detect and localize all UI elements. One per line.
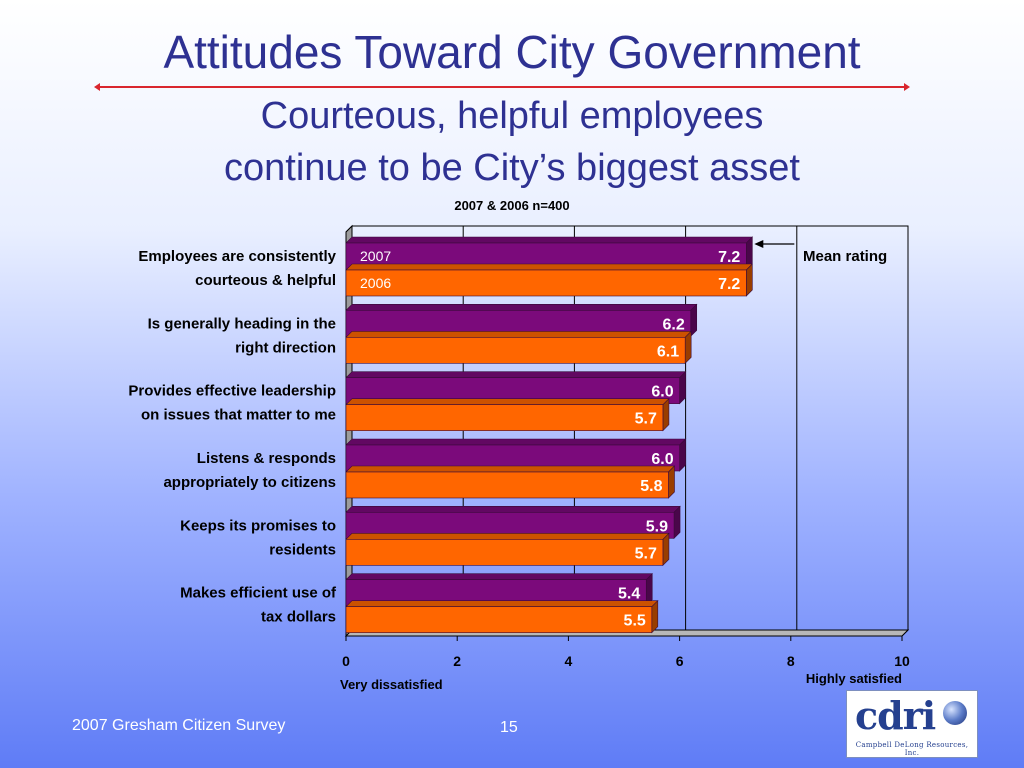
data-label-2007: 6.0 xyxy=(651,384,673,401)
category-label: on issues that matter to me xyxy=(141,407,336,424)
bar-2007-top xyxy=(345,304,698,311)
subtitle-line-1: Courteous, helpful employees xyxy=(260,95,764,137)
bar-2006-top xyxy=(345,465,676,473)
bar-2007-side xyxy=(679,438,686,472)
bar-2006-top xyxy=(345,533,670,540)
bar-2007-top xyxy=(345,236,754,244)
mean-rating-bar-chart: 0 2 4 6 8 10 Very dissatisfied Highly satisfied… xyxy=(128,224,910,692)
bar-2006-top xyxy=(345,398,670,405)
bar-2006-side xyxy=(662,397,670,432)
bar-2006-side xyxy=(668,465,675,499)
category-label: tax dollars xyxy=(261,609,336,626)
data-label-2007: 6.2 xyxy=(662,316,684,333)
sample-size-note: 2007 & 2006 n=400 xyxy=(454,198,570,213)
bar-2007-top xyxy=(345,506,681,513)
cdri-logo: cdri Campbell DeLong Resources, Inc. xyxy=(846,690,978,758)
bar-2007-side xyxy=(690,303,698,338)
bar-2006 xyxy=(345,471,669,499)
category-label: Employees are consistently xyxy=(138,248,336,265)
x-tick-label: 10 xyxy=(894,653,910,669)
x-tick-label: 4 xyxy=(565,653,573,669)
bar-2007-top xyxy=(345,438,687,446)
bar-2006 xyxy=(345,337,686,364)
data-label-2007: 5.4 xyxy=(618,586,640,603)
bar-2006 xyxy=(345,606,653,633)
category-label: courteous & helpful xyxy=(195,272,336,289)
legend-2007: 2007 xyxy=(360,248,391,264)
title-divider xyxy=(94,83,910,91)
bar-2006-top xyxy=(345,263,754,271)
data-label-2007: 6.0 xyxy=(651,451,673,468)
bar-2007-top xyxy=(345,573,653,580)
category-label: Keeps its promises to xyxy=(180,517,336,534)
data-label-2006: 5.7 xyxy=(635,411,657,428)
bar-2006 xyxy=(345,539,664,566)
bar-2006-side xyxy=(662,532,670,567)
bar-2006-top xyxy=(345,331,692,338)
mean-rating-annotation: Mean rating xyxy=(803,248,887,265)
category-label: residents xyxy=(269,541,336,558)
category-label: right direction xyxy=(235,339,336,356)
subtitle-line-2: continue to be City’s biggest asset xyxy=(224,147,800,189)
bar-2006 xyxy=(345,269,747,297)
data-label-2006: 7.2 xyxy=(718,276,740,293)
category-label: Makes efficient use of xyxy=(180,585,337,602)
category-label: appropriately to citizens xyxy=(163,474,336,491)
data-label-2006: 5.8 xyxy=(640,478,662,495)
bar-2006-side xyxy=(684,330,692,365)
annotation-arrowhead xyxy=(754,240,764,248)
bar-2007-side xyxy=(673,505,681,540)
category-label: Provides effective leadership xyxy=(128,383,336,400)
logo-caption: Campbell DeLong Resources, Inc. xyxy=(855,741,969,757)
category-label: Is generally heading in the xyxy=(148,315,336,332)
x-tick-label: 8 xyxy=(787,653,795,669)
bar-2006-side xyxy=(746,263,753,297)
x-axis-high-label: Highly satisfied xyxy=(806,671,902,686)
data-label-2007: 5.9 xyxy=(646,518,668,535)
x-tick-label: 6 xyxy=(676,653,684,669)
data-label-2007: 7.2 xyxy=(718,249,740,266)
page-number: 15 xyxy=(500,719,518,736)
data-label-2006: 6.1 xyxy=(657,343,679,360)
globe-icon xyxy=(943,701,967,725)
logo-wordmark: cdri xyxy=(855,693,936,738)
x-tick-label: 2 xyxy=(453,653,461,669)
bar-2006-side xyxy=(651,599,659,634)
bar-2006 xyxy=(345,404,664,431)
bar-2006-top xyxy=(345,600,659,607)
x-tick-label: 0 xyxy=(342,653,350,669)
bar-2007-top xyxy=(345,371,687,378)
legend-2006: 2006 xyxy=(360,275,391,291)
page-title: Attitudes Toward City Government xyxy=(163,26,861,78)
bar-2007-side xyxy=(679,370,686,405)
category-label: Listens & responds xyxy=(197,450,336,467)
data-label-2006: 5.7 xyxy=(635,545,657,562)
footer-survey-name: 2007 Gresham Citizen Survey xyxy=(72,717,286,734)
x-axis-low-label: Very dissatisfied xyxy=(340,677,443,692)
data-label-2006: 5.5 xyxy=(624,613,646,630)
